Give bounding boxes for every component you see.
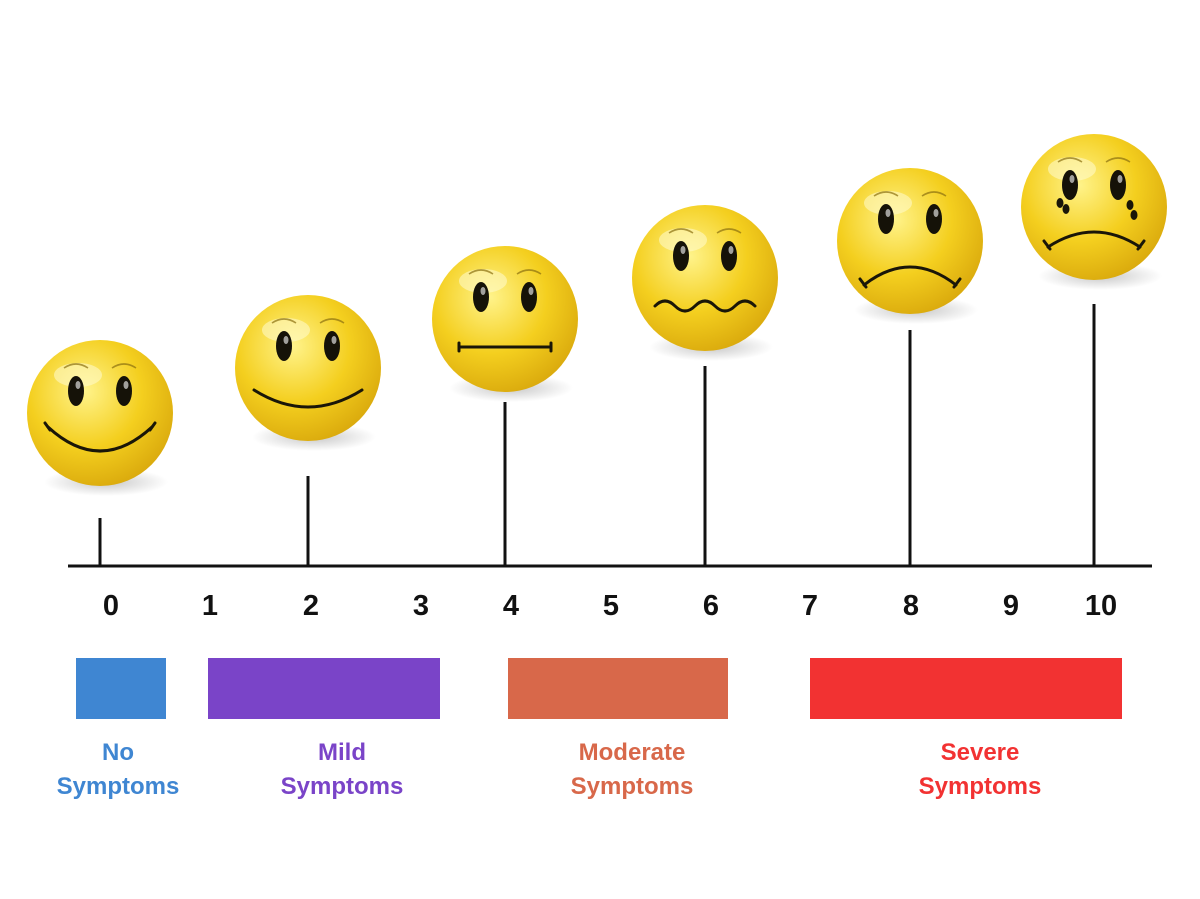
category-label-line2: Symptoms bbox=[57, 773, 180, 800]
tick-label-3: 3 bbox=[413, 590, 429, 622]
category-label-line1: Moderate bbox=[579, 739, 686, 766]
category-bar-2 bbox=[508, 658, 728, 719]
category-label-line2: Symptoms bbox=[571, 773, 694, 800]
tick-label-8: 8 bbox=[903, 590, 919, 622]
tick-label-0: 0 bbox=[103, 590, 119, 622]
tick-label-9: 9 bbox=[1003, 590, 1019, 622]
category-bar-3 bbox=[810, 658, 1122, 719]
tick-label-2: 2 bbox=[303, 590, 319, 622]
tick-label-7: 7 bbox=[802, 590, 818, 622]
tick-label-1: 1 bbox=[202, 590, 218, 622]
face-crying-icon bbox=[1021, 134, 1167, 290]
category-label-line2: Symptoms bbox=[919, 773, 1042, 800]
tick-label-6: 6 bbox=[703, 590, 719, 622]
face-frown-icon bbox=[837, 168, 983, 324]
category-label-line1: Severe bbox=[941, 739, 1020, 766]
face-wavy-uneasy-icon bbox=[632, 205, 778, 361]
tick-label-10: 10 bbox=[1085, 590, 1117, 622]
category-bar-0 bbox=[76, 658, 166, 719]
category-label-line1: Mild bbox=[318, 739, 366, 766]
face-smile-icon bbox=[235, 295, 381, 451]
category-label-line2: Symptoms bbox=[281, 773, 404, 800]
face-neutral-icon bbox=[432, 246, 578, 402]
category-bar-1 bbox=[208, 658, 440, 719]
category-label-line1: No bbox=[102, 739, 134, 766]
tick-label-5: 5 bbox=[603, 590, 619, 622]
face-big-smile-icon bbox=[27, 340, 173, 496]
tick-label-4: 4 bbox=[503, 590, 519, 622]
